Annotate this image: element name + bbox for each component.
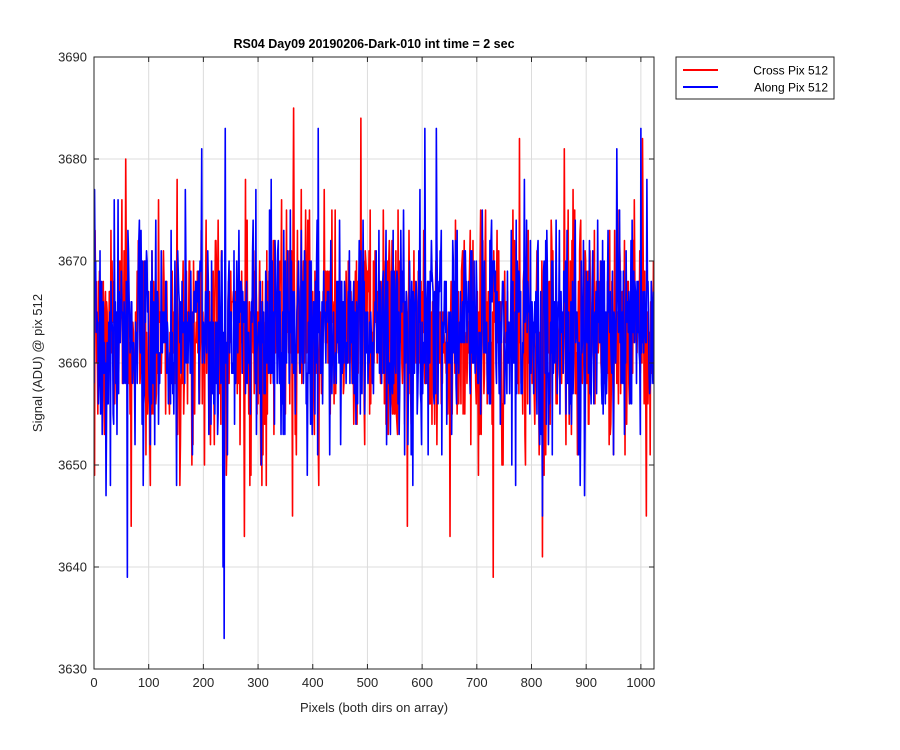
x-tick-label: 900 xyxy=(575,675,597,690)
y-tick-label: 3660 xyxy=(58,356,87,371)
x-tick-label: 1000 xyxy=(626,675,655,690)
y-tick-label: 3640 xyxy=(58,560,87,575)
x-tick-label: 200 xyxy=(193,675,215,690)
x-tick-label: 100 xyxy=(138,675,160,690)
axis-ticks: 0 100 200 300 400 500 600 700 800 900 1000 3630 3640… xyxy=(58,50,655,691)
legend-label: Along Pix 512 xyxy=(754,81,828,95)
legend: Cross Pix 512 Along Pix 512 xyxy=(675,56,835,100)
x-tick-label: 600 xyxy=(411,675,433,690)
series-line-2 xyxy=(94,127,654,640)
y-tick-label: 3680 xyxy=(58,152,87,167)
x-tick-label: 400 xyxy=(302,675,324,690)
y-tick-label: 3630 xyxy=(58,662,87,677)
x-axis-label: Pixels (both dirs on array) xyxy=(300,700,448,715)
series-layer xyxy=(94,107,654,640)
legend-label: Cross Pix 512 xyxy=(753,64,828,78)
y-tick-label: 3650 xyxy=(58,458,87,473)
x-tick-label: 800 xyxy=(521,675,543,690)
y-tick-label: 3690 xyxy=(58,50,87,65)
x-tick-label: 300 xyxy=(247,675,269,690)
chart-title: RS04 Day09 20190206-Dark-010 int time = … xyxy=(233,37,514,51)
x-tick-label: 0 xyxy=(90,675,97,690)
x-tick-label: 500 xyxy=(357,675,379,690)
x-tick-label: 700 xyxy=(466,675,488,690)
legend-box xyxy=(675,56,835,100)
y-tick-label: 3670 xyxy=(58,254,87,269)
y-axis-label: Signal (ADU) @ pix 512 xyxy=(30,294,45,432)
